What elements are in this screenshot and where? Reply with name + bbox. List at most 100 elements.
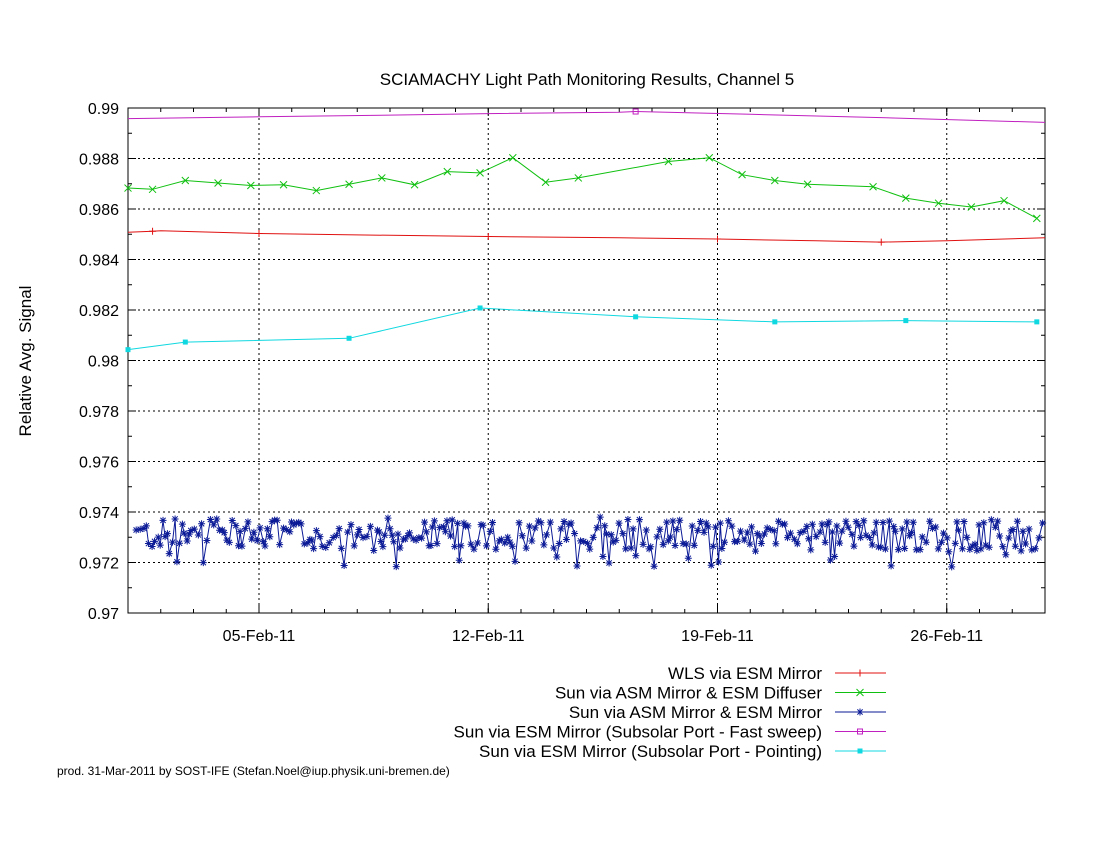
data-point xyxy=(980,519,988,527)
data-point xyxy=(934,199,943,208)
y-tick-label: 0.988 xyxy=(79,152,119,169)
data-point xyxy=(596,513,604,521)
chart-title: SCIAMACHY Light Path Monitoring Results,… xyxy=(380,70,795,89)
data-point xyxy=(546,518,554,526)
data-point xyxy=(967,203,976,211)
data-point xyxy=(381,531,389,539)
data-point xyxy=(589,533,597,541)
data-point xyxy=(879,519,887,527)
data-point xyxy=(486,527,494,535)
data-point xyxy=(332,531,340,539)
y-tick-label: 0.982 xyxy=(79,303,119,320)
data-point xyxy=(148,543,156,551)
data-point xyxy=(707,561,715,569)
data-point xyxy=(479,521,487,529)
data-point xyxy=(159,516,167,524)
data-point xyxy=(259,538,267,546)
data-point xyxy=(132,526,140,534)
data-point xyxy=(763,524,771,532)
data-point xyxy=(484,233,492,241)
data-point xyxy=(543,531,551,539)
data-point xyxy=(916,546,924,554)
data-point xyxy=(870,529,878,537)
data-point xyxy=(1019,527,1027,535)
data-point xyxy=(214,179,222,187)
y-tick-label: 0.976 xyxy=(79,455,119,472)
data-point xyxy=(433,540,441,548)
data-point xyxy=(975,521,983,529)
data-point xyxy=(169,538,177,546)
data-point xyxy=(492,545,500,553)
data-point xyxy=(603,530,611,538)
data-point xyxy=(537,519,545,527)
data-point xyxy=(1039,519,1047,527)
data-point xyxy=(862,531,870,539)
y-tick-label: 0.972 xyxy=(79,556,119,573)
data-point xyxy=(337,544,345,552)
data-point xyxy=(180,529,188,537)
data-point xyxy=(676,516,684,524)
data-point xyxy=(647,543,655,551)
data-point xyxy=(350,542,358,550)
data-point xyxy=(664,157,673,166)
data-point xyxy=(525,522,533,530)
x-tick-label: 12-Feb-11 xyxy=(452,628,525,645)
data-point xyxy=(803,180,812,189)
data-point xyxy=(218,526,226,534)
data-point xyxy=(857,728,863,735)
data-point xyxy=(199,559,207,567)
data-point xyxy=(225,538,233,546)
data-point xyxy=(994,517,1002,525)
data-point xyxy=(1025,525,1033,533)
data-point xyxy=(673,526,681,534)
data-point xyxy=(377,537,385,545)
data-point xyxy=(567,519,575,527)
data-point xyxy=(497,535,505,543)
data-point xyxy=(580,537,588,545)
data-point xyxy=(185,530,193,538)
data-point xyxy=(901,545,909,552)
data-point xyxy=(250,528,258,536)
data-point xyxy=(894,546,902,554)
data-point xyxy=(483,542,491,550)
data-point xyxy=(370,547,378,555)
data-point xyxy=(963,533,971,541)
data-point xyxy=(300,540,308,548)
data-point xyxy=(619,530,627,538)
data-point xyxy=(171,515,179,523)
data-point xyxy=(276,541,284,549)
data-point xyxy=(860,517,868,525)
data-point xyxy=(508,542,516,550)
data-point xyxy=(571,530,579,538)
data-point xyxy=(241,525,249,533)
data-point xyxy=(653,533,661,541)
y-tick-label: 0.986 xyxy=(79,202,119,219)
data-point xyxy=(329,534,337,542)
data-point xyxy=(1031,545,1039,553)
data-point xyxy=(718,545,726,553)
data-point xyxy=(700,528,708,536)
data-point xyxy=(297,520,305,528)
data-point xyxy=(885,517,893,525)
data-point xyxy=(593,524,601,532)
data-point xyxy=(1013,517,1021,525)
data-point xyxy=(156,541,164,549)
data-point xyxy=(938,538,946,546)
data-point xyxy=(410,180,419,189)
data-point xyxy=(508,153,517,162)
data-point xyxy=(659,541,667,549)
data-point xyxy=(828,528,836,536)
data-point xyxy=(601,522,609,530)
data-point xyxy=(518,532,526,540)
data-point xyxy=(440,523,448,531)
data-point xyxy=(856,669,864,677)
data-point xyxy=(441,528,449,536)
data-point xyxy=(565,520,573,528)
data-point xyxy=(586,545,594,553)
data-point xyxy=(388,531,396,539)
data-point xyxy=(912,546,920,554)
data-point xyxy=(705,153,714,162)
data-point xyxy=(163,530,171,538)
data-point xyxy=(286,528,294,536)
